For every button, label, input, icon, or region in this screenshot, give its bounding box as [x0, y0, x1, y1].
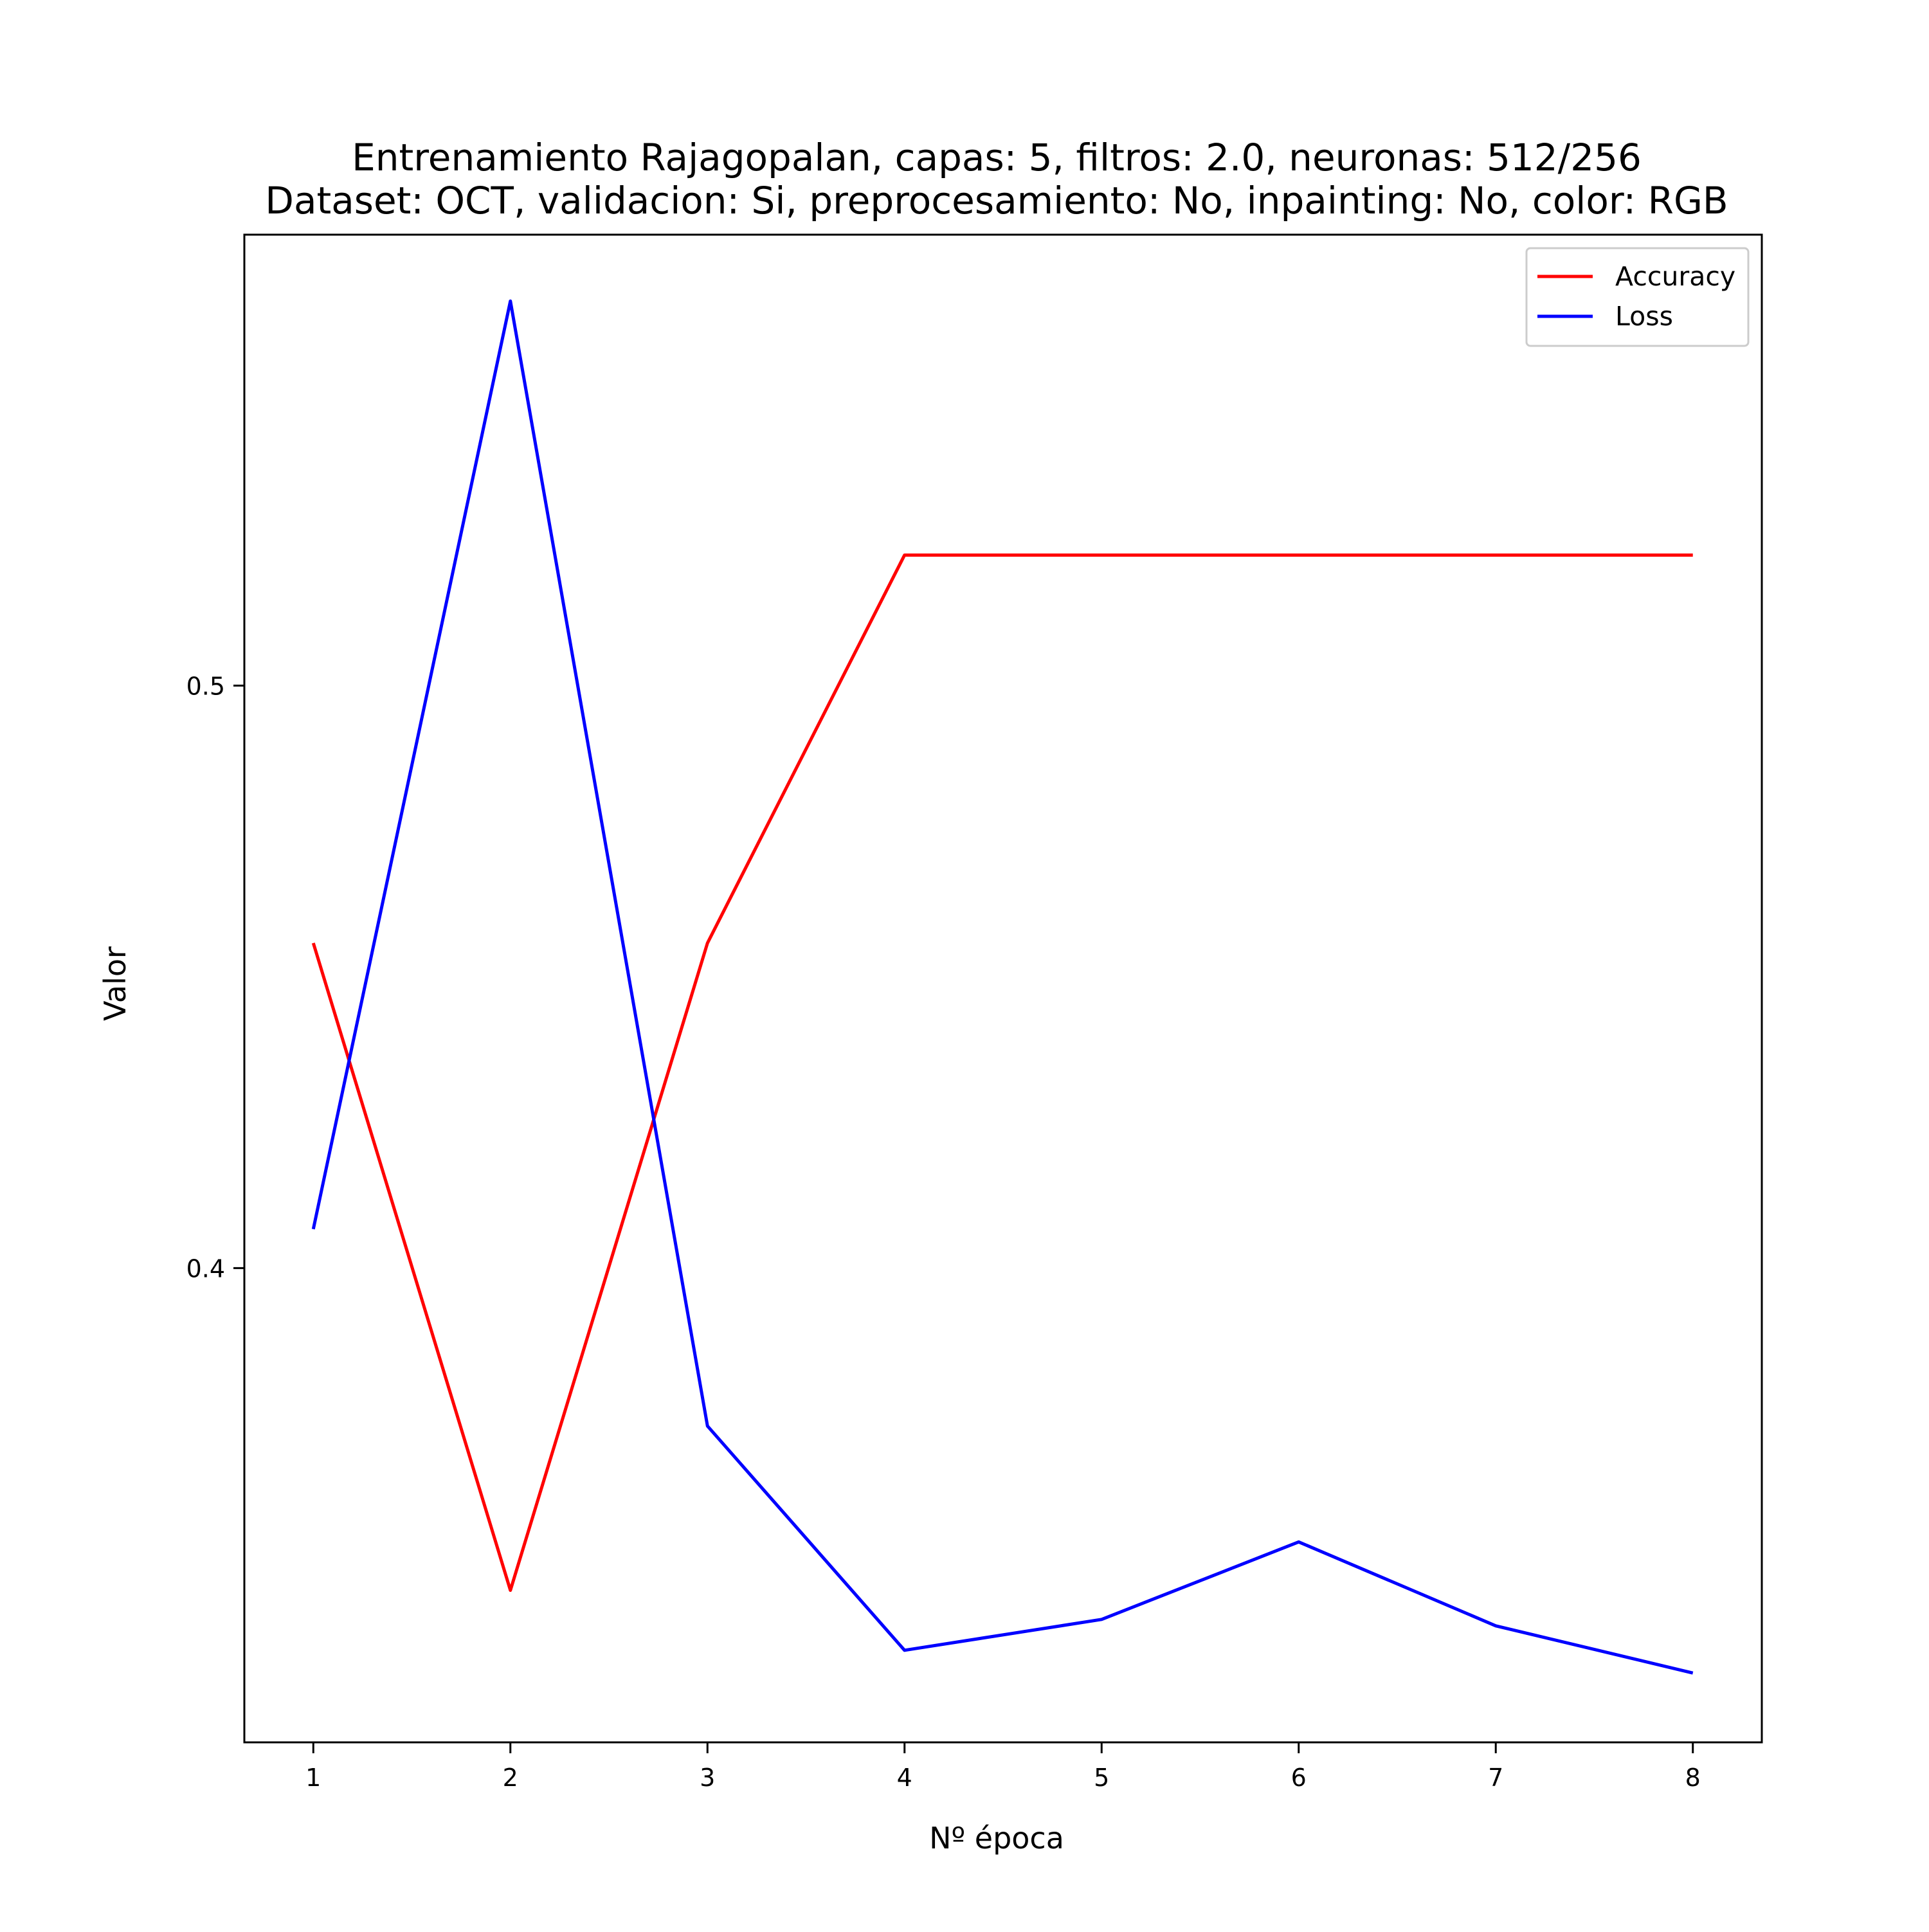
x-axis-label: Nº época: [929, 1821, 1064, 1855]
legend: Accuracy Loss: [1525, 247, 1750, 347]
x-tick-label: 2: [503, 1764, 518, 1792]
legend-label-loss: Loss: [1615, 301, 1673, 332]
x-tick-label: 7: [1488, 1764, 1503, 1792]
axes-frame: [243, 233, 1763, 1744]
x-tick-label: 8: [1685, 1764, 1701, 1792]
legend-box: [1525, 247, 1750, 347]
x-tick-label: 1: [305, 1764, 321, 1792]
x-tick-label: 3: [700, 1764, 715, 1792]
chart-title-line-2: Dataset: OCT, validacion: Si, preprocesa…: [265, 179, 1728, 222]
legend-label-accuracy: Accuracy: [1615, 261, 1735, 292]
series-layer: [311, 299, 1694, 1675]
series-line-accuracy: [311, 553, 1693, 1593]
x-tick-label: 6: [1291, 1764, 1307, 1792]
plot-area: [243, 233, 1763, 1744]
y-axis-label: Valor: [98, 946, 132, 1021]
x-tick-label: 4: [897, 1764, 912, 1792]
x-axis: 1 2 3 4 5 6 7 8: [305, 1742, 1701, 1792]
y-tick-label: 0.5: [186, 672, 225, 700]
y-axis: 0.4 0.5: [186, 672, 244, 1283]
x-tick-label: 5: [1094, 1764, 1109, 1792]
y-tick-label: 0.4: [186, 1254, 225, 1283]
series-line-loss: [311, 299, 1694, 1675]
chart-title-line-1: Entrenamiento Rajagopalan, capas: 5, fil…: [352, 136, 1642, 179]
